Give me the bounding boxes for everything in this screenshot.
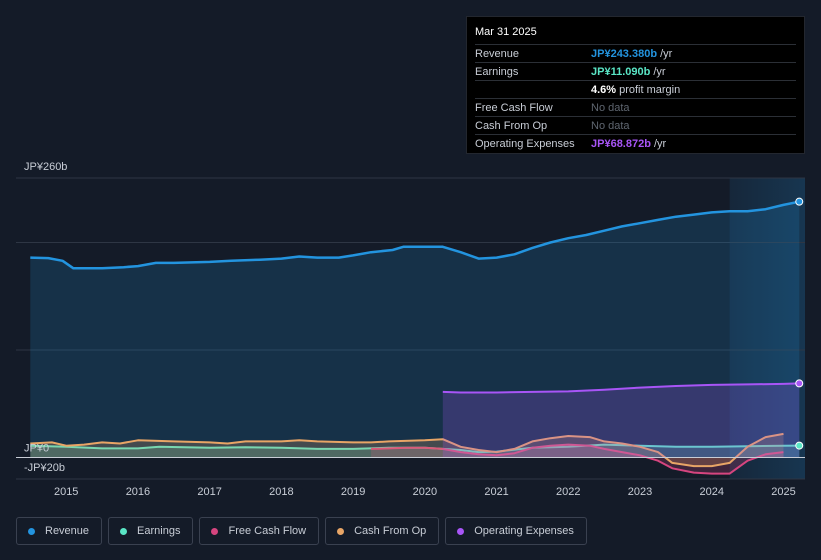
tooltip-row-unit: profit margin bbox=[619, 83, 681, 96]
chart-legend: Revenue Earnings Free Cash Flow Cash From O… bbox=[16, 517, 587, 545]
x-tick-label: 2016 bbox=[126, 486, 150, 498]
tooltip-row: Earnings JP¥11.090b/yr bbox=[475, 63, 796, 81]
revenue-line bbox=[30, 200, 800, 270]
x-tick-label: 2023 bbox=[628, 486, 652, 498]
tooltip-date: Mar 31 2025 bbox=[475, 24, 796, 45]
x-tick-label: 2022 bbox=[556, 486, 580, 498]
earnings-end-marker bbox=[795, 441, 804, 450]
recent-period-highlight bbox=[729, 178, 805, 479]
line-chart: JP¥260b JP¥0 -JP¥20b 2015 2016 2017 2018 2019 20… bbox=[16, 161, 805, 498]
x-tick-label: 2019 bbox=[341, 486, 365, 498]
legend-dot-icon bbox=[211, 527, 219, 535]
tooltip-row: Cash From Op No data bbox=[475, 117, 796, 135]
y-tick-label: -JP¥20b bbox=[24, 462, 65, 474]
y-tick-label: JP¥0 bbox=[24, 443, 49, 455]
x-tick-label: 2017 bbox=[197, 486, 221, 498]
tooltip-row: Operating Expenses JP¥68.872b/yr bbox=[475, 135, 796, 152]
legend-dot-icon bbox=[457, 527, 465, 535]
x-tick-label: 2020 bbox=[413, 486, 437, 498]
free-cash-flow-line bbox=[371, 443, 784, 475]
legend-dot-icon bbox=[120, 527, 128, 535]
legend-label: Free Cash Flow bbox=[228, 525, 307, 537]
tooltip-row-label: Revenue bbox=[475, 47, 520, 60]
legend-item-operating-expenses[interactable]: Operating Expenses bbox=[445, 517, 587, 545]
x-tick-label: 2018 bbox=[269, 486, 293, 498]
tooltip-row-value: JP¥68.872b bbox=[591, 137, 651, 150]
y-tick-label: JP¥260b bbox=[24, 161, 67, 173]
tooltip-row-label: Operating Expenses bbox=[475, 137, 575, 150]
legend-label: Revenue bbox=[45, 525, 90, 537]
legend-dot-icon bbox=[337, 527, 345, 535]
tooltip-row-unit: /yr bbox=[653, 137, 667, 150]
operating-expenses-end-marker bbox=[795, 379, 804, 388]
x-tick-label: 2025 bbox=[771, 486, 795, 498]
tooltip-row: 4.6% profit margin bbox=[475, 81, 796, 99]
tooltip-row-value: No data bbox=[591, 101, 630, 114]
legend-label: Cash From Op bbox=[354, 525, 427, 537]
revenue-end-marker bbox=[795, 197, 804, 206]
tooltip-row-value: JP¥11.090b bbox=[591, 65, 651, 78]
tooltip-row-value: No data bbox=[591, 119, 630, 132]
tooltip-row-label: Earnings bbox=[475, 65, 519, 78]
legend-label: Earnings bbox=[137, 525, 181, 537]
legend-item-free-cash-flow[interactable]: Free Cash Flow bbox=[199, 517, 320, 545]
legend-item-earnings[interactable]: Earnings bbox=[108, 517, 194, 545]
legend-dot-icon bbox=[28, 527, 35, 535]
tooltip-row: Revenue JP¥243.380b/yr bbox=[475, 45, 796, 63]
tooltip-row-value: 4.6% bbox=[591, 83, 617, 96]
tooltip-row: Free Cash Flow No data bbox=[475, 99, 796, 117]
chart-area: JP¥260b JP¥0 -JP¥20b 2015 2016 2017 2018 2019 20… bbox=[16, 161, 805, 498]
cash-from-op-area bbox=[30, 433, 784, 467]
legend-label: Operating Expenses bbox=[474, 525, 574, 537]
data-tooltip: Mar 31 2025 Revenue JP¥243.380b/yr Earning… bbox=[466, 16, 805, 154]
tooltip-row-value: JP¥243.380b bbox=[591, 47, 658, 60]
tooltip-row-unit: /yr bbox=[660, 47, 673, 60]
operating-expenses-area bbox=[442, 383, 800, 458]
tooltip-row-label: Free Cash Flow bbox=[475, 101, 553, 114]
operating-expenses-line bbox=[442, 382, 800, 394]
free-cash-flow-area bbox=[371, 444, 784, 474]
x-tick-label: 2024 bbox=[700, 486, 724, 498]
tooltip-row-unit: /yr bbox=[653, 65, 666, 78]
x-tick-label: 2021 bbox=[484, 486, 508, 498]
x-tick-label: 2015 bbox=[54, 486, 78, 498]
cash-from-op-line bbox=[30, 432, 784, 468]
legend-item-revenue[interactable]: Revenue bbox=[16, 517, 103, 545]
tooltip-row-label: Cash From Op bbox=[475, 119, 548, 132]
legend-item-cash-from-op[interactable]: Cash From Op bbox=[325, 517, 440, 545]
revenue-area bbox=[30, 201, 800, 458]
